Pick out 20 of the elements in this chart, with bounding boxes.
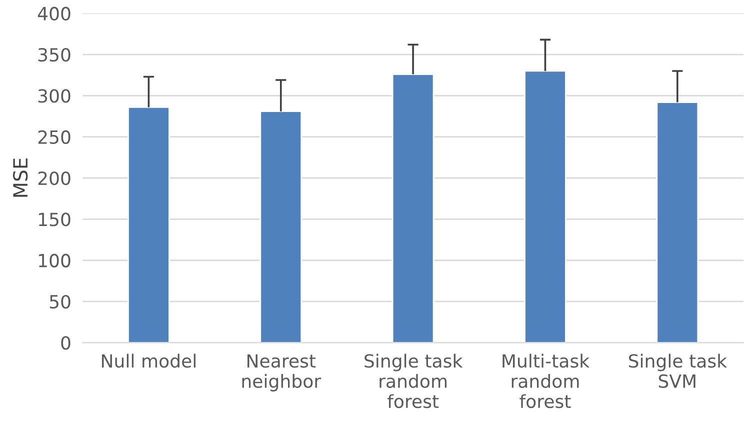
y-tick-label: 100 [39, 254, 70, 268]
x-tick-label: Single task SVM [628, 354, 727, 388]
bar [392, 74, 434, 343]
x-tick-label: Single task random forest [364, 354, 463, 408]
y-tick-label: 400 [38, 6, 70, 20]
y-tick-label: 0 [61, 336, 70, 350]
x-tick-label: Null model [102, 354, 196, 368]
x-tick-label: Multi-task random forest [502, 354, 590, 408]
bar [524, 70, 566, 343]
y-tick-label: 50 [50, 294, 70, 309]
x-tick-label: Nearest neighbor [242, 354, 322, 392]
bar [656, 102, 699, 343]
bar [128, 106, 170, 343]
bar [260, 110, 302, 343]
y-tick-label: 350 [38, 48, 70, 62]
y-tick-label: 150 [39, 212, 70, 226]
y-tick-label: 200 [38, 171, 70, 186]
y-tick-label: 300 [38, 89, 70, 103]
y-tick-label: 250 [38, 130, 70, 144]
y-axis-title: MSE [13, 158, 28, 197]
